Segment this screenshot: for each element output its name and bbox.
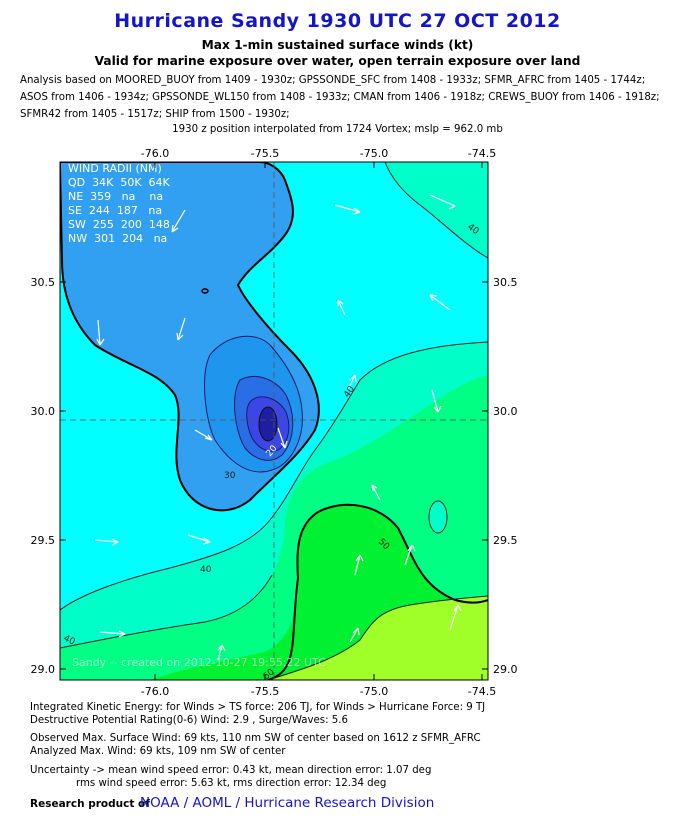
- x-tick-label-bottom: -75.0: [360, 685, 388, 698]
- wind-vectors: [94, 194, 462, 661]
- y-tick-label-right: 30.0: [493, 405, 518, 418]
- x-tick-label-top: -76.0: [141, 147, 169, 160]
- wind-vector: [354, 554, 361, 576]
- vector-head: [176, 332, 184, 341]
- wind-vector: [99, 631, 126, 635]
- page-title: Hurricane Sandy 1930 UTC 27 OCT 2012: [114, 10, 561, 32]
- ike-line: Integrated Kinetic Energy: for Winds > T…: [30, 702, 486, 713]
- wind-vector: [97, 319, 101, 346]
- wind-vector: [349, 627, 359, 643]
- wind-vector: [187, 534, 211, 543]
- wind-vector: [347, 374, 356, 391]
- vector-head: [217, 644, 226, 652]
- vector-head: [204, 434, 213, 441]
- contour-line-50: [267, 503, 488, 680]
- vector-head: [118, 630, 126, 638]
- wind-vector: [217, 644, 223, 661]
- wind-radii-table: WIND RADII (NM) QD 34K 50K 64K NE 359 na…: [68, 162, 171, 245]
- wind-vector: [371, 484, 381, 501]
- eastern-feature: [428, 500, 448, 534]
- wind-radii-header: QD 34K 50K 64K: [68, 176, 171, 189]
- plot-frame: [59, 161, 489, 681]
- vector-head: [96, 338, 105, 346]
- contour-line-40-ne: [384, 162, 488, 259]
- contour-label: 40: [200, 565, 212, 575]
- wind-vector: [431, 389, 439, 413]
- analysis-line-3: SFMR42 from 1405 - 1517z; SHIP from 1500…: [20, 109, 290, 120]
- wind-radii-row: SE 244 187 na: [68, 204, 162, 217]
- vector-head: [447, 202, 456, 210]
- y-tick-label-left: 30.5: [31, 276, 56, 289]
- position-note: 1930 z position interpolated from 1724 V…: [172, 124, 503, 135]
- wind-vector: [404, 544, 413, 566]
- vector-head: [453, 604, 462, 612]
- y-tick-label-left: 30.0: [31, 405, 56, 418]
- observed-max-line: Observed Max. Surface Wind: 69 kts, 110 …: [30, 733, 481, 744]
- wind-radii-title: WIND RADII (NM): [68, 162, 162, 175]
- vector-head: [280, 440, 288, 449]
- contour-label: 30: [224, 471, 236, 481]
- wind-vector: [94, 539, 119, 543]
- band-80: [268, 596, 488, 680]
- wind-vector: [334, 204, 361, 213]
- wind-radii-row: SW 255 200 148: [68, 218, 170, 231]
- x-tick-label-top: -74.5: [468, 147, 496, 160]
- wind-vector: [194, 429, 213, 441]
- contour-field: 40 40 40 40 50 30 20 60 WIND RADII (NM) …: [60, 162, 488, 680]
- vector-head: [202, 537, 211, 545]
- wind-vector: [337, 299, 346, 316]
- contour-line-40-south: [60, 341, 488, 611]
- y-tick-label-right: 30.5: [493, 276, 518, 289]
- y-tick-label-right: 29.0: [493, 663, 518, 676]
- tick-labels: -76.0 -75.5 -75.0 -74.5 -76.0 -75.5 -75.…: [31, 147, 518, 698]
- y-tick-label-left: 29.5: [31, 534, 56, 547]
- vector-head: [171, 224, 179, 233]
- analysis-line-2: ASOS from 1406 - 1934z; GPSSONDE_WL150 f…: [20, 92, 660, 103]
- created-watermark: Sandy -- created on 2012-10-27 19:55:22 …: [72, 656, 326, 669]
- research-label: Research product of: [30, 798, 150, 810]
- wind-vector: [177, 317, 186, 341]
- contour-label: 40: [62, 634, 77, 648]
- small-closed-contour: [201, 288, 209, 294]
- vector-head: [407, 544, 416, 552]
- vector-head: [371, 484, 378, 492]
- validity-subtitle: Valid for marine exposure over water, op…: [94, 54, 581, 68]
- units-subtitle: Max 1-min sustained surface winds (kt): [201, 38, 474, 52]
- center-core: [258, 406, 278, 442]
- wind-analysis-map: 40 40 40 40 50 30 20 60 WIND RADII (NM) …: [31, 147, 518, 698]
- wind-vector: [449, 604, 459, 631]
- uncertainty-line-2: rms wind speed error: 5.63 kt, rms direc…: [76, 778, 387, 789]
- dpr-line: Destructive Potential Rating(0-6) Wind: …: [30, 715, 348, 726]
- contour-line-40-sw: [60, 574, 273, 649]
- vector-head: [111, 538, 119, 546]
- analysis-line-1: Analysis based on MOORED_BUOY from 1409 …: [20, 75, 646, 86]
- vector-head: [355, 554, 364, 562]
- x-tick-label-bottom: -76.0: [141, 685, 169, 698]
- axis-ticks: [60, 162, 488, 680]
- vector-head: [352, 207, 361, 215]
- y-tick-label-right: 29.5: [493, 534, 518, 547]
- wind-vector: [171, 209, 186, 233]
- wind-vector: [277, 427, 286, 449]
- vector-head: [429, 294, 438, 302]
- vector-head: [352, 627, 360, 636]
- x-tick-label-top: -75.5: [251, 147, 279, 160]
- y-tick-label-left: 29.0: [31, 663, 56, 676]
- contour-line-60: [267, 595, 488, 680]
- vector-head: [337, 299, 344, 306]
- org-credit: NOAA / AOML / Hurricane Research Divisio…: [140, 795, 435, 811]
- analyzed-max-line: Analyzed Max. Wind: 69 kts, 109 nm SW of…: [30, 746, 286, 757]
- wind-vector: [429, 294, 451, 311]
- x-tick-label-bottom: -74.5: [468, 685, 496, 698]
- x-tick-label-top: -75.0: [360, 147, 388, 160]
- band-50-ne: [385, 162, 488, 258]
- vector-head: [433, 405, 442, 413]
- wind-radii-row: NW 301 204 na: [68, 232, 167, 245]
- wind-radii-row: NE 359 na na: [68, 190, 163, 203]
- uncertainty-line-1: Uncertainty -> mean wind speed error: 0.…: [30, 765, 432, 776]
- x-tick-label-bottom: -75.5: [251, 685, 279, 698]
- vector-head: [349, 374, 357, 383]
